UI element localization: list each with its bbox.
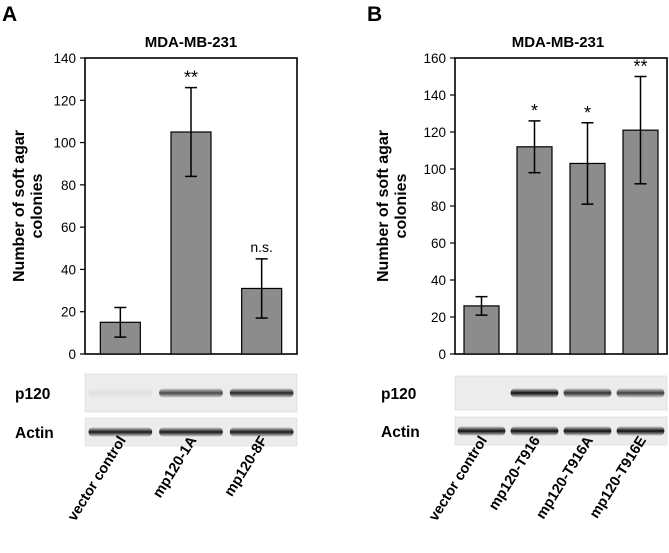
panel-b-blot-band — [563, 426, 612, 436]
panel-a-blot-label-actin: Actin — [15, 425, 54, 442]
panel-b-chart-title: MDA-MB-231 — [512, 34, 605, 51]
panel-b-category-label: mp120-T916A — [533, 433, 597, 522]
panel-a-blot-band — [229, 427, 294, 437]
panel-letter-a: A — [2, 3, 17, 26]
panel-a-y-axis-label-line: colonies — [29, 173, 46, 238]
panel-b-significance-label: ** — [633, 57, 647, 77]
panel-b-blot-band — [563, 388, 612, 398]
panel-a-y-axis-label: Number of soft agarcolonies — [11, 130, 46, 282]
panel-b-blot-band — [510, 426, 559, 436]
panel-b-y-tick-label: 100 — [423, 162, 446, 177]
panel-b-blot-band — [510, 388, 559, 398]
panel-b-bar — [516, 146, 553, 355]
panel-a-y-tick-label: 60 — [61, 220, 76, 235]
panel-b-blot-label-p120: p120 — [381, 386, 416, 403]
panel-a-y-tick-label: 80 — [61, 178, 76, 193]
panel-b-category-label: vector control — [426, 434, 491, 524]
panel-a-significance-label: ** — [184, 68, 198, 88]
panel-a-significance-label: n.s. — [250, 239, 273, 255]
panel-b-blot-band — [616, 426, 665, 436]
panel-a-category-label: vector control — [65, 434, 130, 524]
panel-a-blot-band — [159, 388, 223, 398]
panel-b-y-axis-label-line: Number of soft agar — [375, 130, 392, 282]
panel-b-blot-band — [616, 388, 665, 398]
panel-a-y-tick-label: 40 — [61, 262, 76, 277]
panel-b-blot-band — [457, 426, 506, 436]
panel-b-y-tick-label: 0 — [438, 347, 446, 362]
panel-a-y-tick-label: 0 — [68, 347, 76, 362]
panel-a-y-tick-label: 140 — [53, 51, 76, 66]
panel-a-blot-band — [88, 388, 153, 398]
panel-a-y-tick-label: 100 — [53, 136, 76, 151]
panel-b-category-label: mp120-T916 — [486, 434, 544, 514]
panel-a-blot-band — [88, 427, 153, 437]
panel-b-y-axis-label-line: colonies — [393, 173, 410, 238]
panel-a: MDA-MB-231 Number of soft agarcolonies 0 20… — [11, 34, 298, 524]
panel-a-bar — [99, 321, 141, 355]
panel-b-y-tick-label: 40 — [431, 273, 446, 288]
panel-letter-b: B — [367, 3, 382, 26]
panel-b-y-tick-label: 60 — [431, 236, 446, 251]
panel-b-blot-label-actin: Actin — [381, 424, 420, 441]
panel-b-y-axis-label: Number of soft agarcolonies — [375, 130, 410, 282]
panel-b: MDA-MB-231 Number of soft agarcolonies 0 20… — [375, 34, 668, 524]
panel-b-y-tick-label: 120 — [423, 125, 446, 140]
panel-b-category-label: mp120-T916E — [587, 433, 650, 521]
panel-b-significance-label: * — [584, 103, 591, 123]
panel-a-blot-band — [159, 427, 223, 437]
panel-b-significance-label: * — [531, 101, 538, 121]
panel-b-y-tick-label: 160 — [423, 51, 446, 66]
panel-a-y-axis-label-line: Number of soft agar — [11, 130, 28, 282]
panel-a-blot-band — [229, 388, 294, 398]
panel-b-y-tick-label: 80 — [431, 199, 446, 214]
panel-a-blot-label-p120: p120 — [15, 386, 50, 403]
panel-a-y-tick-label: 120 — [53, 93, 76, 108]
panel-a-chart-title: MDA-MB-231 — [145, 34, 238, 51]
panel-b-y-tick-label: 140 — [423, 88, 446, 103]
panel-b-y-tick-label: 20 — [431, 310, 446, 325]
panel-a-y-tick-label: 20 — [61, 305, 76, 320]
